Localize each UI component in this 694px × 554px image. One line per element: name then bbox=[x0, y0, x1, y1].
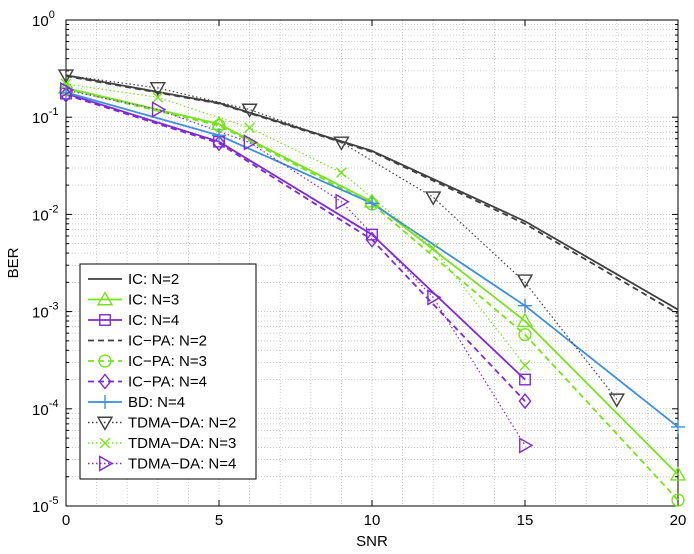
marker-x bbox=[519, 359, 531, 371]
marker-triangle-up bbox=[669, 466, 687, 481]
legend-label-8: TDMA−DA: N=3 bbox=[128, 435, 236, 452]
legend-label-1: IC: N=3 bbox=[128, 292, 179, 309]
legend-label-5: IC−PA: N=4 bbox=[128, 374, 207, 391]
y-tick-label: 10-5 bbox=[32, 495, 58, 516]
y-tick-label: 10-4 bbox=[32, 398, 58, 419]
y-tick-label: 100 bbox=[32, 9, 55, 30]
legend-marker-5 bbox=[98, 373, 112, 390]
legend-marker-1 bbox=[96, 291, 114, 306]
series-line-3 bbox=[65, 75, 679, 315]
marker-triangle-right bbox=[243, 134, 259, 151]
marker-triangle-right bbox=[99, 455, 114, 472]
marker-diamond bbox=[98, 373, 112, 390]
series-markers-9 bbox=[60, 81, 534, 454]
legend-marker-7 bbox=[96, 416, 114, 431]
x-tick-label: 15 bbox=[517, 512, 534, 529]
series-markers bbox=[57, 69, 687, 507]
marker-square bbox=[99, 314, 111, 326]
x-tick-label: 20 bbox=[670, 512, 687, 529]
marker-triangle-down bbox=[241, 103, 258, 118]
marker-x bbox=[152, 91, 164, 103]
marker-plus bbox=[671, 419, 685, 434]
marker-triangle-up bbox=[96, 291, 114, 306]
marker-circle bbox=[671, 493, 685, 507]
marker-x bbox=[99, 437, 111, 449]
y-tick-label: 10-2 bbox=[32, 203, 58, 224]
marker-triangle-down bbox=[424, 191, 442, 206]
legend-marker-6 bbox=[98, 395, 112, 409]
marker-triangle-down bbox=[57, 69, 75, 84]
y-tick-label-base: 10 bbox=[32, 13, 49, 30]
marker-x bbox=[244, 122, 255, 134]
series-lines bbox=[65, 74, 679, 501]
marker-triangle-right bbox=[151, 101, 167, 118]
legend-label-2: IC: N=4 bbox=[128, 312, 179, 329]
marker-triangle-down bbox=[149, 81, 167, 97]
marker-triangle-down bbox=[333, 136, 350, 151]
y-tick-label-exponent: -5 bbox=[49, 495, 59, 507]
legend-label-4: IC−PA: N=3 bbox=[128, 353, 207, 370]
legend-label-0: IC: N=2 bbox=[128, 271, 179, 288]
marker-triangle-right bbox=[427, 289, 442, 306]
y-tick-label: 10-3 bbox=[32, 301, 58, 322]
marker-plus bbox=[98, 395, 112, 409]
marker-triangle-right bbox=[519, 437, 534, 454]
marker-circle bbox=[98, 354, 112, 368]
x-tick-label: 10 bbox=[364, 512, 381, 529]
series-line-8 bbox=[65, 83, 526, 366]
series-line-5 bbox=[65, 93, 526, 402]
series-line-2 bbox=[65, 92, 526, 381]
marker-x bbox=[336, 167, 347, 178]
marker-diamond bbox=[212, 135, 226, 152]
marker-triangle-right bbox=[335, 193, 350, 210]
y-tick-label-exponent: -2 bbox=[49, 203, 59, 215]
legend-label-9: TDMA−DA: N=4 bbox=[128, 456, 236, 473]
marker-triangle-right bbox=[60, 81, 75, 99]
legend-label-7: TDMA−DA: N=2 bbox=[128, 415, 236, 432]
marker-triangle-down bbox=[96, 416, 114, 431]
y-tick-label-base: 10 bbox=[32, 110, 49, 127]
marker-square bbox=[366, 228, 378, 241]
grid bbox=[66, 20, 678, 506]
marker-square bbox=[519, 373, 531, 386]
marker-triangle-down bbox=[516, 274, 534, 289]
x-tick-label: 5 bbox=[215, 512, 223, 529]
y-tick-label-base: 10 bbox=[32, 402, 49, 419]
x-tick-label: 0 bbox=[62, 512, 70, 529]
legend-marker-8 bbox=[99, 437, 111, 449]
y-tick-label-exponent: -3 bbox=[49, 301, 59, 313]
marker-circle bbox=[518, 327, 532, 342]
marker-diamond bbox=[365, 231, 379, 248]
legend-label-6: BD: N=4 bbox=[128, 394, 185, 411]
marker-plus bbox=[212, 128, 226, 143]
x-axis-label: SNR bbox=[356, 533, 388, 550]
series-markers-6 bbox=[59, 85, 685, 434]
y-tick-label-base: 10 bbox=[32, 305, 49, 322]
series-markers-7 bbox=[57, 69, 626, 408]
y-tick-label-base: 10 bbox=[32, 499, 49, 516]
y-axis-label: BER bbox=[5, 247, 22, 278]
y-tick-label: 10-1 bbox=[32, 106, 58, 127]
marker-plus bbox=[518, 298, 532, 313]
y-tick-label-exponent: 0 bbox=[49, 9, 55, 21]
y-tick-label-exponent: -1 bbox=[49, 106, 59, 118]
legend-marker-9 bbox=[99, 455, 114, 472]
marker-x bbox=[427, 242, 439, 254]
marker-diamond bbox=[518, 392, 532, 410]
y-tick-label-exponent: -4 bbox=[49, 398, 59, 410]
legend-label-3: IC−PA: N=2 bbox=[128, 333, 207, 350]
legend: IC: N=2 IC: N=3 IC: N=4 IC−PA: N=2 IC−PA: N=… bbox=[79, 263, 257, 480]
marker-plus bbox=[365, 196, 379, 211]
legend-marker-4 bbox=[98, 354, 112, 368]
marker-triangle-down bbox=[608, 393, 626, 408]
legend-marker-2 bbox=[99, 314, 111, 326]
series-line-7 bbox=[65, 74, 618, 400]
marker-triangle-up bbox=[516, 312, 534, 327]
y-tick-label-base: 10 bbox=[32, 207, 49, 224]
